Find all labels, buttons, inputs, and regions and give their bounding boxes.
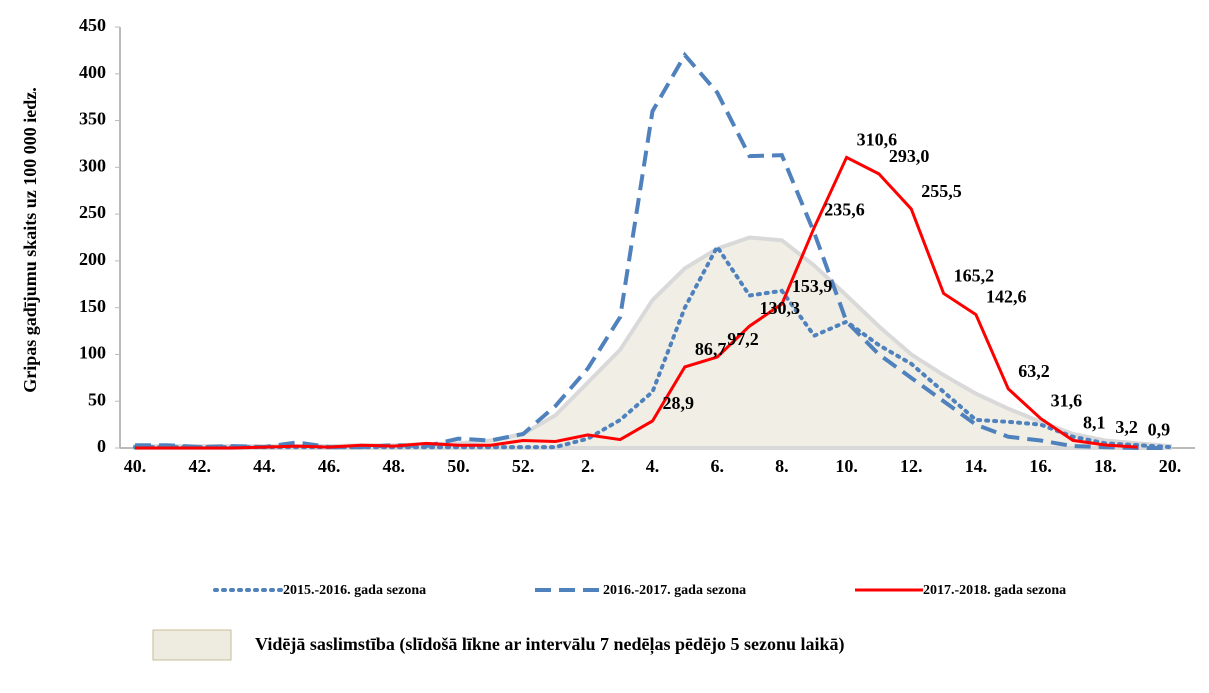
- y-axis-title: Gripas gadījumu skaits uz 100 000 iedz.: [20, 87, 40, 393]
- x-tick-label: 44.: [253, 456, 276, 476]
- y-tick-label: 300: [79, 155, 106, 175]
- y-tick-label: 50: [88, 389, 106, 409]
- y-tick-label: 100: [79, 343, 106, 363]
- data-label: 31,6: [1051, 391, 1083, 411]
- data-label: 8,1: [1083, 413, 1106, 433]
- data-label: 142,6: [986, 287, 1027, 307]
- line: [133, 242, 1172, 450]
- legend-label: Vidējā saslimstība (slīdošā līkne ar int…: [255, 634, 845, 655]
- x-tick-label: 20.: [1159, 456, 1182, 476]
- x-tick-label: 6.: [710, 456, 724, 476]
- line: [135, 155, 1138, 450]
- data-label: 0,9: [1148, 419, 1171, 439]
- x-tick-label: 48.: [383, 456, 406, 476]
- data-label: 235,6: [824, 200, 865, 220]
- legend-swatch: [152, 629, 232, 661]
- x-tick-label: 18.: [1094, 456, 1117, 476]
- y-tick-label: 250: [79, 202, 106, 222]
- x-tick-label: 40.: [124, 456, 147, 476]
- data-label: 310,6: [857, 130, 898, 150]
- data-label: 255,5: [921, 181, 962, 201]
- y-tick-label: 350: [79, 109, 106, 129]
- line: [135, 51, 1170, 450]
- data-label: 63,2: [1018, 361, 1050, 381]
- data-label: 153,9: [792, 276, 833, 296]
- x-tick-label: 42.: [188, 456, 211, 476]
- area: [133, 235, 1172, 450]
- x-tick-label: 2.: [581, 456, 595, 476]
- data-label: 165,2: [954, 266, 995, 286]
- y-tick-label: 150: [79, 296, 106, 316]
- y-tick-label: 0: [97, 436, 106, 456]
- legend-label: 2016.-2017. gada sezona: [603, 583, 746, 598]
- x-tick-label: 16.: [1029, 456, 1052, 476]
- x-tick-label: 4.: [646, 456, 660, 476]
- y-tick-label: 400: [79, 62, 106, 82]
- x-tick-label: 46.: [318, 456, 341, 476]
- data-label: 86,7: [695, 339, 727, 359]
- x-tick-label: 14.: [965, 456, 988, 476]
- x-tick-label: 8.: [775, 456, 789, 476]
- data-label: 28,9: [663, 393, 695, 413]
- data-label: 3,2: [1115, 417, 1138, 437]
- x-tick-label: 50.: [447, 456, 470, 476]
- x-tick-label: 52.: [512, 456, 535, 476]
- data-label: 293,0: [889, 146, 930, 166]
- legend-label: 2015.-2016. gada sezona: [283, 583, 426, 598]
- x-tick-label: 12.: [900, 456, 923, 476]
- legend-label: 2017.-2018. gada sezona: [923, 583, 1066, 598]
- y-tick-label: 450: [79, 15, 106, 35]
- data-label: 130,3: [760, 298, 801, 318]
- y-tick-label: 200: [79, 249, 106, 269]
- x-tick-label: 10.: [835, 456, 858, 476]
- data-label: 97,2: [727, 329, 759, 349]
